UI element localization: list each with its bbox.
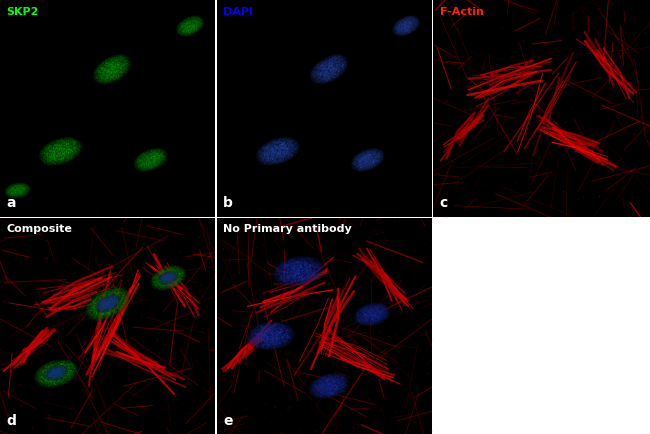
Text: No Primary antibody: No Primary antibody (223, 224, 352, 234)
Text: a: a (6, 197, 16, 210)
Text: e: e (223, 414, 233, 427)
Text: SKP2: SKP2 (6, 7, 39, 16)
Text: c: c (440, 197, 448, 210)
Text: Composite: Composite (6, 224, 72, 234)
Text: DAPI: DAPI (223, 7, 253, 16)
Text: b: b (223, 197, 233, 210)
Text: d: d (6, 414, 16, 427)
Text: F-Actin: F-Actin (440, 7, 484, 16)
